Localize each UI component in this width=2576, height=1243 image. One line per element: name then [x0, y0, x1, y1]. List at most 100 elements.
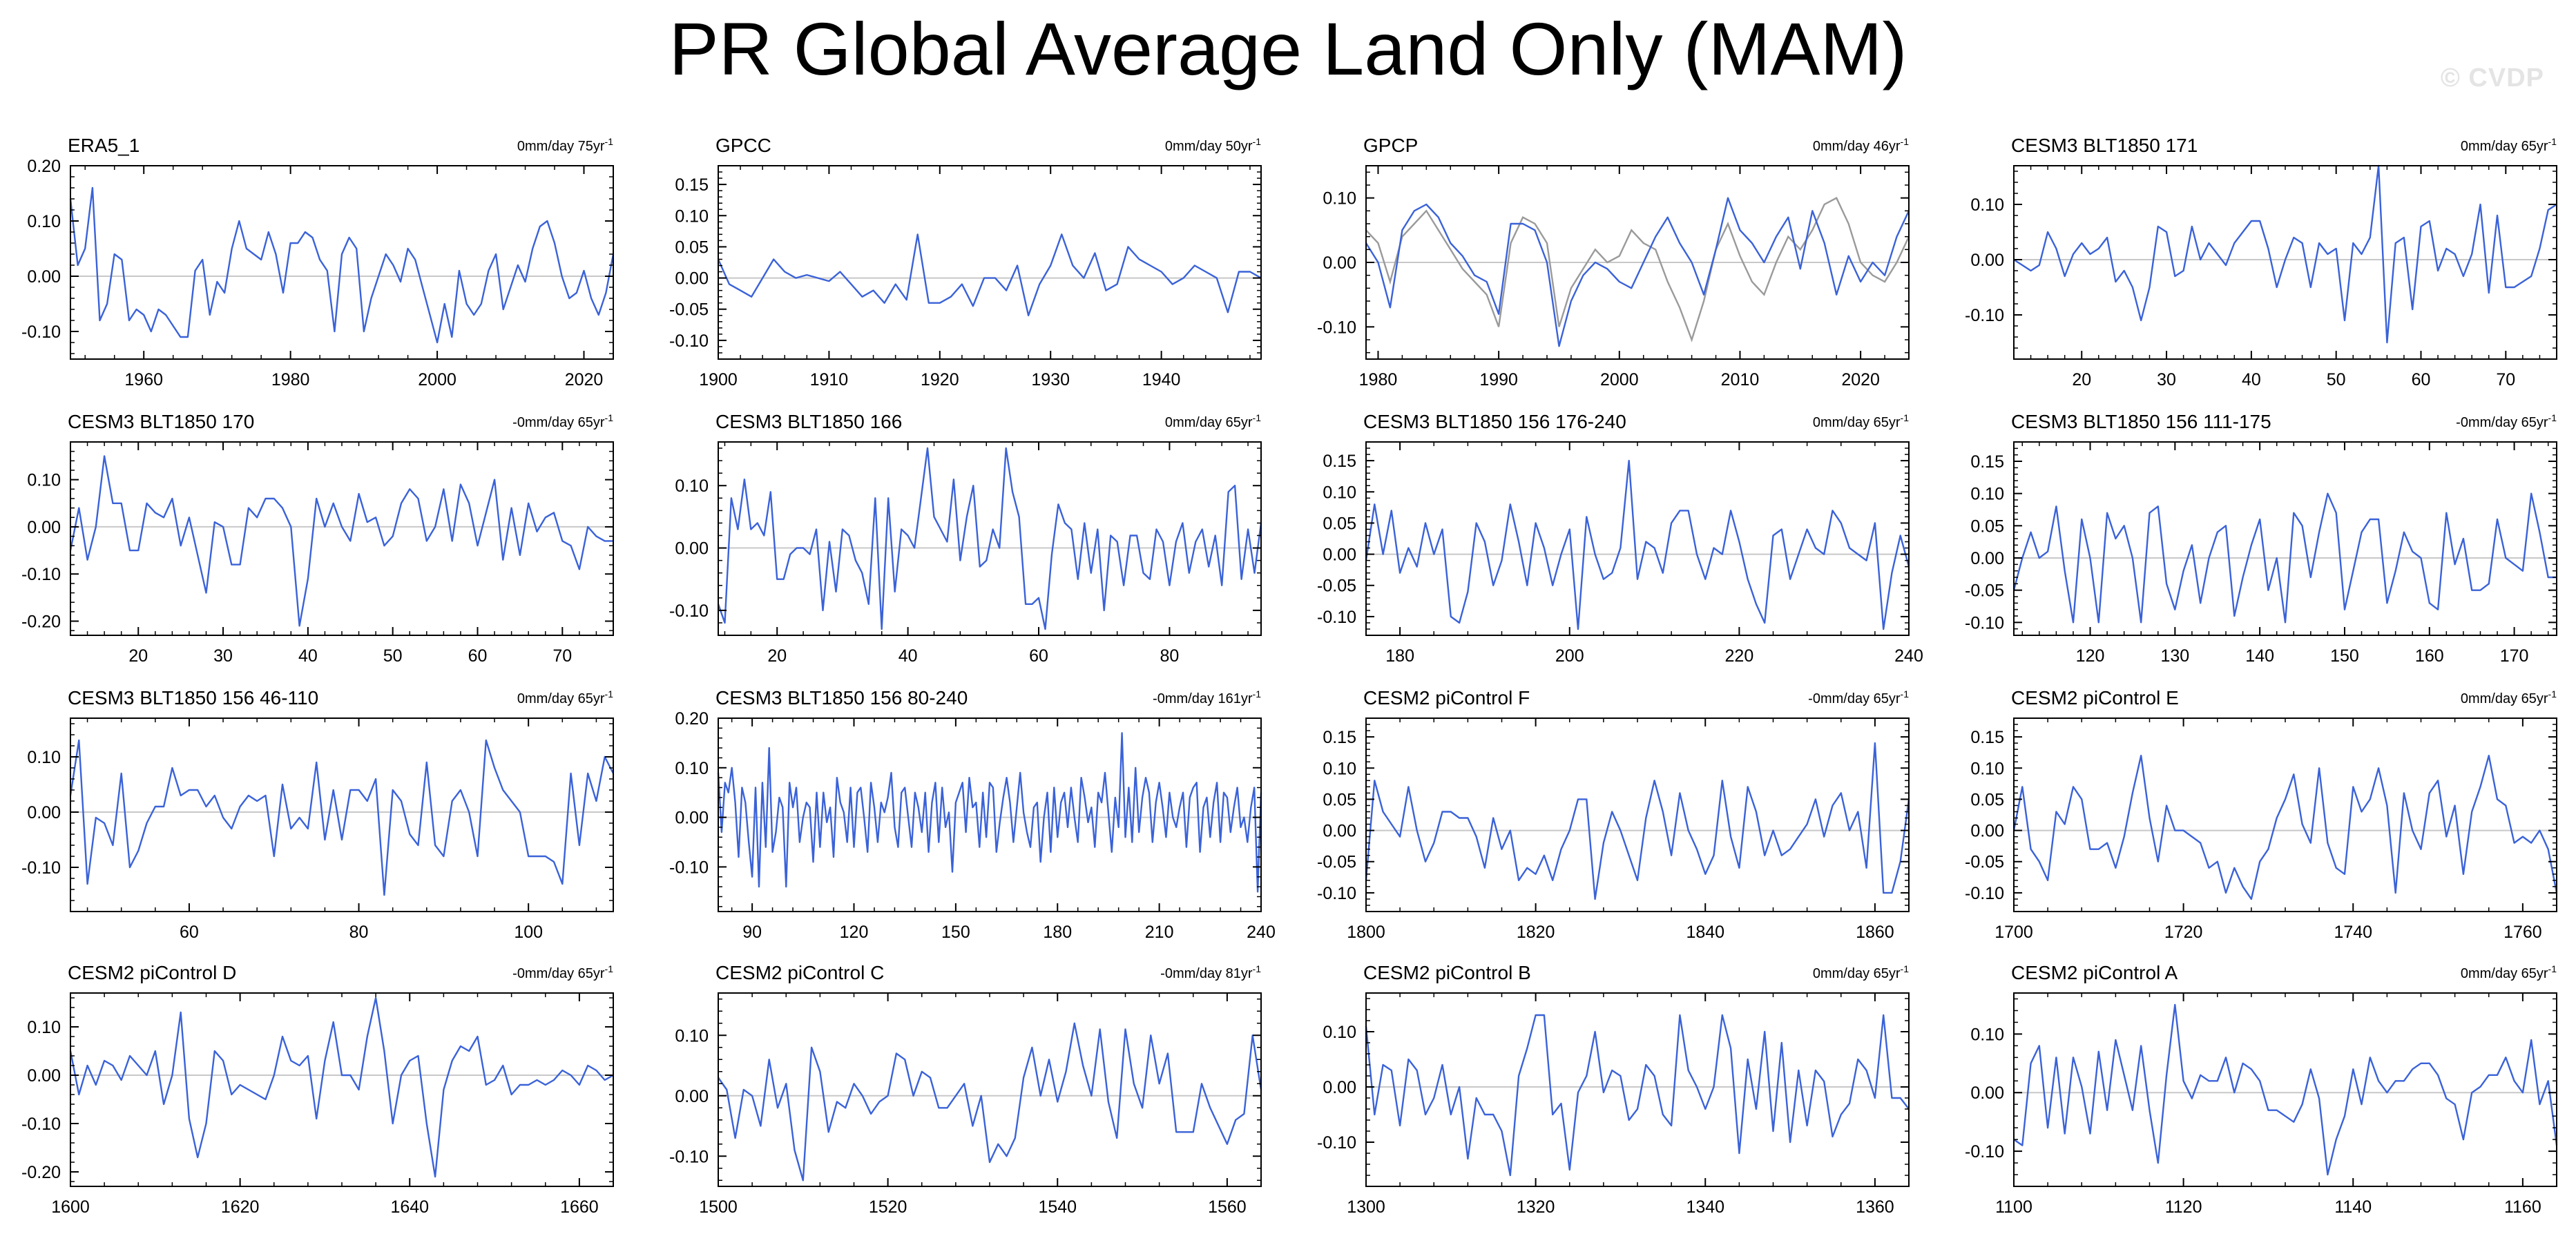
x-tick-label: 240: [1247, 923, 1276, 942]
trend-label: -0mm/day 81yr-1: [1160, 963, 1261, 981]
x-tick-label: 1990: [1479, 370, 1518, 389]
watermark: © CVDP: [2440, 64, 2544, 93]
chart-panel-1: -0.10 0.00 0.10 0.20 1960 1980 2000 2020 ERA5_1 0…: [21, 135, 615, 389]
panel-title: CESM3 BLT1850 156 80-240: [715, 687, 968, 709]
plot-frame: [70, 441, 614, 636]
panel-title: CESM2 piControl D: [68, 962, 236, 983]
x-tick-label: 40: [298, 646, 318, 666]
x-tick-label: 60: [468, 646, 488, 666]
y-tick-label: 0.05: [1323, 514, 1356, 533]
y-tick-label: 0.00: [1970, 1083, 2004, 1103]
series-line: [718, 1022, 1262, 1182]
panel-title: CESM3 BLT1850 156 176-240: [1363, 411, 1626, 432]
panel-title: CESM3 BLT1850 156 111-175: [2011, 411, 2271, 432]
y-tick-label: 0.10: [27, 212, 61, 231]
y-tick-label: -0.10: [669, 601, 709, 621]
y-tick-label: 0.10: [1970, 1025, 2004, 1044]
x-tick-label: 30: [2157, 370, 2176, 389]
x-tick-label: 160: [2415, 646, 2444, 666]
chart-panel-9: -0.10 0.00 0.10 60 80 100 CESM3 BLT1850 156 46…: [21, 687, 615, 942]
chart-panel-3: -0.10 0.00 0.10 1980 1990 2000 2010 2020 GPCP 0mm…: [1317, 135, 1910, 389]
series-line: [69, 739, 615, 896]
x-tick-label: 30: [213, 646, 233, 666]
trend-label: 0mm/day 65yr-1: [1813, 412, 1909, 430]
y-tick-label: 0.10: [675, 759, 709, 778]
y-tick-label: 0.00: [675, 269, 709, 289]
y-tick-label: 0.20: [27, 157, 61, 176]
y-tick-label: 0.15: [675, 175, 709, 195]
trend-label: -0mm/day 65yr-1: [1808, 688, 1909, 706]
x-tick-label: 1360: [1856, 1197, 1894, 1217]
x-tick-label: 2010: [1721, 370, 1760, 389]
x-tick-label: 50: [383, 646, 403, 666]
panel-title: CESM2 piControl B: [1363, 962, 1531, 983]
series-line: [2013, 164, 2557, 344]
y-tick-label: 0.20: [675, 709, 709, 729]
x-tick-label: 20: [767, 646, 787, 666]
trend-label: 0mm/day 65yr-1: [2461, 963, 2557, 981]
x-tick-label: 1980: [1359, 370, 1398, 389]
series-line: [69, 186, 615, 344]
x-tick-label: 1980: [271, 370, 310, 389]
y-tick-label: 0.15: [1323, 728, 1356, 747]
y-tick-label: -0.10: [669, 1147, 709, 1166]
x-tick-label: 1700: [1995, 923, 2033, 942]
y-tick-label: 0.10: [1970, 485, 2004, 504]
x-tick-label: 60: [2412, 370, 2431, 389]
y-tick-label: 0.00: [27, 803, 61, 822]
x-tick-label: 1800: [1347, 923, 1385, 942]
chart-panel-4: -0.10 0.00 0.10 20 30 40 50 60 70 CESM3 BLT1850 1…: [1965, 135, 2557, 389]
trend-label: 0mm/day 65yr-1: [2461, 688, 2557, 706]
x-tick-label: 1840: [1686, 923, 1724, 942]
y-tick-label: 0.00: [27, 518, 61, 537]
x-tick-label: 1740: [2334, 923, 2372, 942]
y-tick-label: 0.00: [1323, 1078, 1356, 1097]
y-tick-label: -0.10: [1317, 318, 1356, 337]
x-tick-label: 70: [2496, 370, 2515, 389]
y-tick-label: 0.10: [675, 476, 709, 496]
y-tick-label: -0.05: [1965, 581, 2004, 601]
series-line: [2012, 754, 2558, 900]
y-tick-label: -0.05: [669, 300, 709, 320]
plot-frame: [70, 992, 614, 1187]
main-title: PR Global Average Land Only (MAM): [669, 7, 1907, 90]
y-tick-label: -0.10: [21, 1115, 61, 1134]
y-tick-label: -0.20: [21, 1163, 61, 1182]
trend-label: 0mm/day 50yr-1: [1165, 136, 1261, 154]
series-line: [1365, 742, 1910, 900]
y-tick-label: -0.10: [1965, 613, 2004, 633]
x-tick-label: 1320: [1517, 1197, 1555, 1217]
trend-label: 0mm/day 65yr-1: [1813, 963, 1909, 981]
y-tick-label: -0.10: [1965, 884, 2004, 903]
x-tick-label: 1910: [810, 370, 849, 389]
y-tick-label: 0.00: [1970, 251, 2004, 270]
panel-title: GPCP: [1363, 135, 1418, 156]
y-tick-label: 0.00: [675, 809, 709, 828]
x-tick-label: 1920: [921, 370, 959, 389]
x-tick-label: 150: [941, 923, 970, 942]
x-tick-label: 40: [2242, 370, 2261, 389]
panel-title: CESM2 piControl E: [2011, 687, 2179, 709]
y-tick-label: 0.10: [27, 471, 61, 490]
x-tick-label: 1120: [2165, 1197, 2202, 1217]
x-tick-label: 1660: [560, 1197, 599, 1217]
chart-panel-6: -0.10 0.00 0.10 20 40 60 80 CESM3 BLT1850 166 0m…: [669, 411, 1262, 666]
trend-label: 0mm/day 75yr-1: [517, 136, 613, 154]
x-tick-label: 40: [898, 646, 918, 666]
trend-label: -0mm/day 65yr-1: [2456, 412, 2557, 430]
chart-panel-5: -0.20 -0.10 0.00 0.10 20 30 40 50 60 70 CESM3 BLT1…: [21, 411, 614, 666]
y-tick-label: 0.05: [1970, 517, 2004, 536]
y-tick-label: 0.10: [1970, 759, 2004, 778]
x-tick-label: 1520: [869, 1197, 907, 1217]
x-tick-label: 60: [180, 923, 199, 942]
chart-panel-13: -0.20 -0.10 0.00 0.10 1600 1620 1640 1660 CESM2 …: [21, 962, 614, 1217]
chart-panel-15: -0.10 0.00 0.10 1300 1320 1340 1360 CESM2 piCon…: [1317, 962, 1910, 1217]
series-line: [1365, 459, 1910, 630]
x-tick-label: 20: [2072, 370, 2091, 389]
x-tick-label: 2020: [565, 370, 604, 389]
x-tick-label: 140: [2245, 646, 2274, 666]
y-tick-label: 0.15: [1970, 728, 2004, 747]
x-tick-label: 130: [2160, 646, 2189, 666]
y-tick-label: 0.05: [675, 238, 709, 257]
overlay-series-line: [1365, 197, 1910, 343]
